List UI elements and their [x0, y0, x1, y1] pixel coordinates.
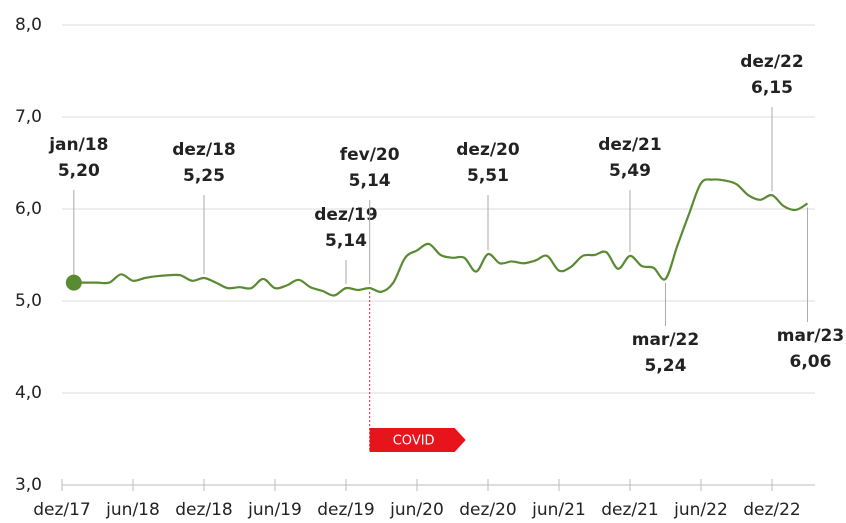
annotation-value: 5,24	[645, 356, 687, 376]
line	[73, 178, 809, 297]
annotation-value: 5,14	[349, 171, 391, 191]
y-tick-label: 3,0	[15, 475, 42, 495]
y-tick-label: 6,0	[15, 199, 42, 219]
x-tick-label: jun/19	[247, 500, 302, 520]
annotation-date: jan/18	[48, 135, 108, 155]
annotation-value: 5,25	[183, 166, 225, 186]
x-tick-label: dez/19	[317, 500, 375, 520]
x-tick-label: jun/18	[105, 500, 160, 520]
annotation-date: dez/22	[740, 52, 803, 72]
y-tick-label: 7,0	[15, 107, 42, 127]
x-tick-label: dez/18	[175, 500, 233, 520]
y-tick-label: 4,0	[15, 383, 42, 403]
event-flag	[369, 428, 466, 452]
x-tick-label: jun/21	[531, 500, 586, 520]
annotation-value: 5,14	[325, 231, 367, 251]
x-tick-label: jun/22	[673, 500, 728, 520]
x-tick-label: jun/20	[389, 500, 444, 520]
annotation-date: mar/23	[777, 326, 844, 346]
y-tick-label: 8,0	[15, 15, 42, 35]
annotation-value: 5,49	[609, 161, 651, 181]
annotation-date: mar/22	[632, 330, 699, 350]
annotation-date: fev/20	[340, 145, 400, 165]
event-label: COVID	[393, 434, 435, 449]
annotation-value: 6,06	[790, 352, 832, 372]
annotation-value: 5,20	[58, 161, 100, 181]
x-tick-label: dez/22	[743, 500, 801, 520]
annotation-date: dez/18	[172, 140, 235, 160]
y-tick-label: 5,0	[15, 291, 42, 311]
annotation-date: dez/21	[598, 135, 661, 155]
annotation-value: 5,51	[467, 166, 509, 186]
x-tick-label: dez/20	[459, 500, 517, 520]
annotation-value: 6,15	[751, 78, 793, 98]
annotation-date: dez/20	[456, 140, 520, 160]
x-tick-label: dez/21	[601, 500, 659, 520]
annotation-date: dez/19	[314, 205, 377, 225]
start-dot	[65, 274, 82, 291]
x-tick-label: dez/17	[33, 500, 91, 520]
